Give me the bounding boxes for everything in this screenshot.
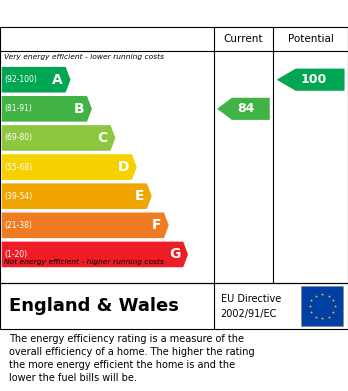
Text: (21-38): (21-38) [5,221,32,230]
Text: 84: 84 [237,102,254,115]
Text: G: G [169,248,180,262]
Text: (92-100): (92-100) [5,75,37,84]
Text: C: C [97,131,108,145]
Text: Energy Efficiency Rating: Energy Efficiency Rating [9,0,238,19]
Text: F: F [152,218,161,232]
Text: E: E [135,189,144,203]
Polygon shape [217,98,270,120]
Text: Current: Current [224,34,263,44]
Polygon shape [2,67,71,93]
Text: England & Wales: England & Wales [9,297,179,315]
Text: (55-68): (55-68) [5,163,33,172]
Bar [301,286,343,326]
Polygon shape [2,125,116,151]
Text: (81-91): (81-91) [5,104,32,113]
Text: D: D [118,160,129,174]
Polygon shape [2,154,137,180]
Text: EU Directive: EU Directive [221,294,281,304]
Polygon shape [2,242,188,267]
Text: 100: 100 [300,73,326,86]
Text: 2002/91/EC: 2002/91/EC [221,309,277,319]
Text: (1-20): (1-20) [5,250,27,259]
Text: Very energy efficient - lower running costs: Very energy efficient - lower running co… [4,54,164,59]
Text: Potential: Potential [288,34,333,44]
Text: (69-80): (69-80) [5,133,33,142]
Text: The energy efficiency rating is a measure of the
overall efficiency of a home. T: The energy efficiency rating is a measur… [9,334,254,383]
Text: Not energy efficient - higher running costs: Not energy efficient - higher running co… [4,259,164,265]
Text: A: A [52,73,63,87]
Polygon shape [277,69,345,91]
Polygon shape [2,212,169,238]
Text: (39-54): (39-54) [5,192,33,201]
Text: B: B [73,102,84,116]
Polygon shape [2,96,92,122]
Polygon shape [2,183,152,209]
